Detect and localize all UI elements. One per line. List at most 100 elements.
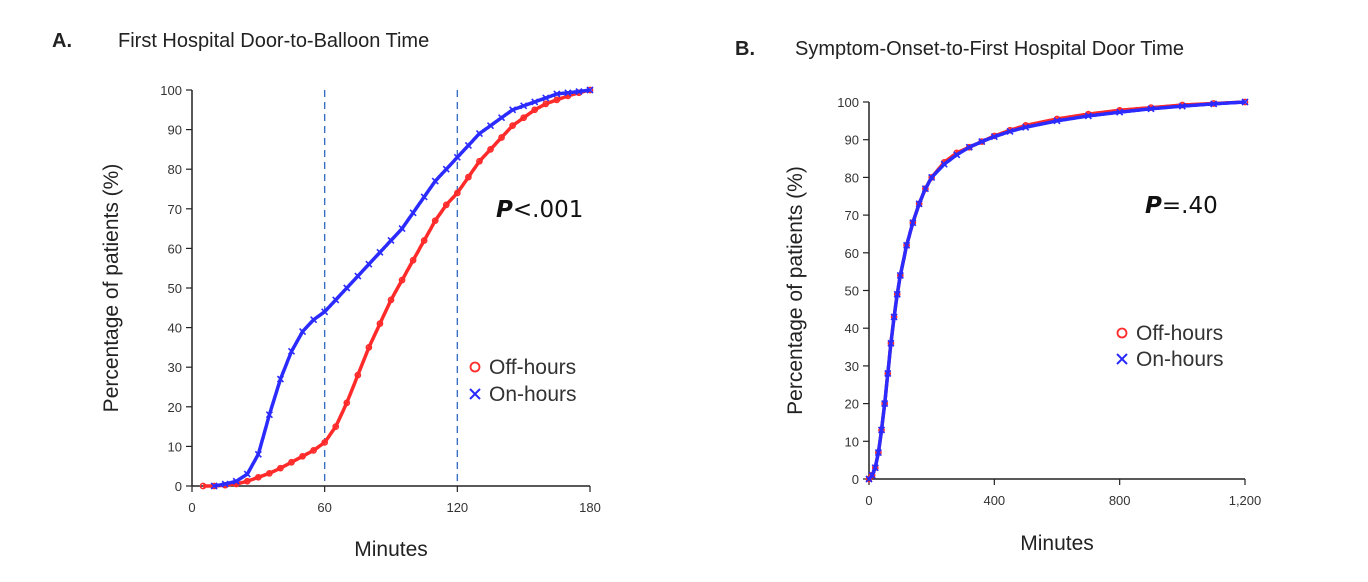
- y-tick-label: 80: [845, 170, 859, 185]
- series-on-hours: [865, 98, 1249, 483]
- data-point: [531, 98, 539, 106]
- data-point: [365, 344, 373, 351]
- data-point: [915, 200, 923, 208]
- data-point: [940, 160, 948, 168]
- data-point: [266, 469, 273, 477]
- data-point: [277, 464, 284, 472]
- data-point: [398, 276, 406, 284]
- data-point: [486, 122, 495, 130]
- chart-title: Symptom-Onset-to-First Hospital Door Tim…: [795, 38, 1184, 60]
- data-point: [1022, 123, 1030, 131]
- x-tick-label: 800: [1109, 493, 1131, 508]
- data-point: [254, 450, 262, 458]
- data-point: [298, 327, 307, 336]
- data-point: [542, 100, 550, 108]
- data-point: [497, 114, 506, 122]
- legend-marker-on-hours: [469, 388, 481, 400]
- data-point: [586, 86, 594, 94]
- data-point: [520, 102, 528, 110]
- data-point: [564, 89, 572, 97]
- data-point: [871, 464, 879, 472]
- data-point: [1147, 105, 1155, 113]
- data-point: [909, 219, 917, 227]
- data-point: [881, 400, 889, 408]
- data-point: [921, 185, 929, 193]
- data-point: [965, 143, 973, 151]
- y-tick-label: 80: [168, 162, 182, 177]
- p-value-italic: P: [1145, 193, 1162, 219]
- data-point: [542, 94, 550, 102]
- data-point: [1210, 100, 1218, 108]
- series-off-hours: [199, 86, 594, 490]
- data-point: [487, 146, 494, 153]
- chart-title: First Hospital Door-to-Balloon Time: [118, 30, 429, 52]
- x-tick-label: 1,200: [1229, 493, 1262, 508]
- data-point: [887, 339, 895, 347]
- data-point: [990, 133, 998, 141]
- data-point: [509, 106, 517, 114]
- x-tick-label: 0: [865, 493, 872, 508]
- panel-a: A. First Hospital Door-to-Balloon Time 0 10…: [52, 30, 601, 561]
- legend-marker-on-hours: [1116, 353, 1128, 365]
- data-point: [877, 426, 886, 434]
- data-point: [978, 138, 986, 146]
- data-point: [520, 114, 528, 122]
- data-point: [1084, 112, 1092, 120]
- data-point: [575, 88, 583, 96]
- p-value-italic: P: [496, 197, 513, 223]
- x-tick-label: 60: [317, 500, 331, 515]
- series-line: [213, 88, 591, 488]
- series-off-hours: [865, 98, 1249, 483]
- x-tick-label: 120: [446, 500, 468, 515]
- x-tick-label: 0: [188, 500, 195, 515]
- y-tick-label: 0: [175, 479, 182, 494]
- data-point: [890, 313, 898, 321]
- data-point: [321, 308, 329, 316]
- legend: Off-hours On-hours: [1116, 322, 1224, 371]
- data-point: [431, 217, 439, 225]
- data-point: [276, 375, 285, 383]
- data-point: [232, 477, 240, 485]
- data-point: [896, 271, 904, 279]
- series-line: [867, 100, 1246, 481]
- panel-b: B. Symptom-Onset-to-First Hospital Door T…: [735, 38, 1261, 555]
- y-tick-label: 50: [168, 281, 182, 296]
- data-point: [321, 439, 329, 446]
- data-point: [299, 452, 306, 460]
- data-point: [476, 157, 483, 165]
- series-on-hours: [210, 86, 594, 490]
- data-point: [243, 470, 251, 478]
- data-point: [874, 449, 882, 457]
- data-point: [398, 225, 406, 233]
- legend-label-on-hours: On-hours: [489, 383, 577, 406]
- x-axis-title: Minutes: [354, 538, 428, 561]
- data-point: [893, 290, 901, 298]
- data-point: [376, 248, 384, 256]
- y-tick-label: 70: [168, 202, 182, 217]
- p-value-rest: =.40: [1162, 193, 1218, 219]
- y-tick-label: 20: [168, 400, 182, 415]
- legend: Off-hours On-hours: [469, 356, 577, 406]
- data-point: [453, 189, 461, 197]
- data-point: [868, 471, 876, 479]
- y-axis-title: Percentage of patients (%): [100, 164, 123, 413]
- data-point: [498, 134, 505, 141]
- y-tick-label: 0: [852, 472, 859, 487]
- data-point: [431, 177, 439, 185]
- y-tick-label: 70: [845, 208, 859, 223]
- data-point: [884, 369, 892, 378]
- p-value-annotation: P=.40: [1145, 193, 1218, 219]
- data-point: [199, 482, 207, 490]
- data-point: [376, 320, 384, 327]
- legend-label-on-hours: On-hours: [1136, 348, 1224, 371]
- y-tick-label: 10: [168, 439, 182, 454]
- y-tick-label: 20: [845, 397, 859, 412]
- x-axis-title: Minutes: [1020, 532, 1094, 555]
- panel-label: A.: [52, 30, 72, 52]
- data-point: [531, 106, 539, 114]
- data-point: [409, 209, 417, 217]
- data-point: [354, 272, 362, 280]
- y-tick-label: 100: [160, 83, 182, 98]
- data-point: [1178, 102, 1186, 110]
- data-point: [1116, 108, 1124, 116]
